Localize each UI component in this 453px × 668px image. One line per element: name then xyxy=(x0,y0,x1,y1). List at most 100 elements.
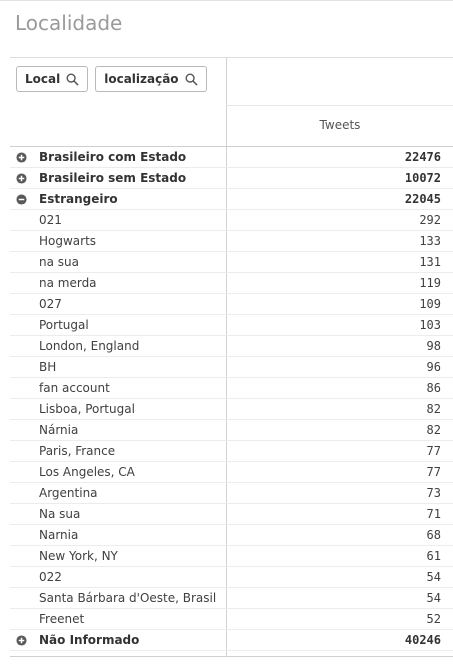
row-label: Hogwarts xyxy=(39,234,97,248)
row-label-cell: na merda xyxy=(10,276,226,290)
row-label-cell: Narnia xyxy=(10,528,226,542)
tweets-value: 103 xyxy=(419,318,441,332)
row-label: na sua xyxy=(39,255,79,269)
tweets-value: 54 xyxy=(426,591,441,605)
header-bottom-border xyxy=(10,146,453,147)
row-label: 021 xyxy=(39,213,62,227)
row-label: Santa Bárbara d'Oeste, Brasil xyxy=(39,591,217,605)
table-row[interactable]: Argentina 73 xyxy=(10,483,453,504)
row-label: Narnia xyxy=(39,528,79,542)
row-label: BH xyxy=(39,360,57,374)
filter-local-label: Local xyxy=(25,72,61,86)
sheet-title: Localidade xyxy=(15,11,123,35)
tweets-value: 40246 xyxy=(404,633,441,647)
row-label-cell: BH xyxy=(10,360,226,374)
tweets-value: 22045 xyxy=(404,192,441,206)
table-row[interactable]: 027 109 xyxy=(10,294,453,315)
row-label-cell: Paris, France xyxy=(10,444,226,458)
filter-localizacao-button[interactable]: localização xyxy=(95,66,207,92)
tweets-value: 82 xyxy=(426,423,441,437)
row-label: Não Informado xyxy=(39,633,140,647)
tweets-value: 77 xyxy=(426,444,441,458)
group-row[interactable]: Brasileiro com Estado 22476 xyxy=(10,147,453,168)
table-bottom-border xyxy=(10,656,453,657)
tweets-value: 86 xyxy=(426,381,441,395)
expand-icon[interactable] xyxy=(16,151,27,163)
group-row[interactable]: Não Informado 40246 xyxy=(10,630,453,651)
row-label: Freenet xyxy=(39,612,85,626)
row-label-cell: Freenet xyxy=(10,612,226,626)
tweets-value: 292 xyxy=(419,213,441,227)
row-label: Nárnia xyxy=(39,423,79,437)
tweets-value: 61 xyxy=(426,549,441,563)
table-row[interactable]: Narnia 68 xyxy=(10,525,453,546)
tweets-value: 73 xyxy=(426,486,441,500)
row-label-cell: na sua xyxy=(10,255,226,269)
tweets-value: 71 xyxy=(426,507,441,521)
tweets-value: 54 xyxy=(426,570,441,584)
table-row[interactable]: Santa Bárbara d'Oeste, Brasil 54 xyxy=(10,588,453,609)
search-icon xyxy=(185,73,198,86)
row-label-cell: Nárnia xyxy=(10,423,226,437)
row-label: Portugal xyxy=(39,318,89,332)
table-row[interactable]: Freenet 52 xyxy=(10,609,453,630)
tweets-value: 82 xyxy=(426,402,441,416)
table-row[interactable]: 021 292 xyxy=(10,210,453,231)
tweets-value: 10072 xyxy=(404,171,441,185)
table-row[interactable]: fan account 86 xyxy=(10,378,453,399)
row-label-cell: New York, NY xyxy=(10,549,226,563)
tweets-value: 109 xyxy=(419,297,441,311)
table-row[interactable]: Nárnia 82 xyxy=(10,420,453,441)
row-label-cell: Brasileiro sem Estado xyxy=(10,171,226,185)
row-label-cell: Não Informado xyxy=(10,633,226,647)
table-row[interactable]: Los Angeles, CA 77 xyxy=(10,462,453,483)
search-icon xyxy=(66,73,79,86)
row-label-cell: 027 xyxy=(10,297,226,311)
filter-localizacao-label: localização xyxy=(104,72,179,86)
pivot-table-body: Brasileiro com Estado 22476 Brasileiro sem… xyxy=(10,147,453,651)
table-row[interactable]: na merda 119 xyxy=(10,273,453,294)
row-label: Argentina xyxy=(39,486,98,500)
table-row[interactable]: 022 54 xyxy=(10,567,453,588)
tweets-value: 68 xyxy=(426,528,441,542)
row-label-cell: fan account xyxy=(10,381,226,395)
row-label: 027 xyxy=(39,297,62,311)
row-label-cell: 021 xyxy=(10,213,226,227)
row-label-cell: Estrangeiro xyxy=(10,192,226,206)
tweets-value: 77 xyxy=(426,465,441,479)
collapse-icon[interactable] xyxy=(16,193,27,205)
row-label: Brasileiro sem Estado xyxy=(39,171,187,185)
group-row[interactable]: Brasileiro sem Estado 10072 xyxy=(10,168,453,189)
table-row[interactable]: na sua 131 xyxy=(10,252,453,273)
table-row[interactable]: BH 96 xyxy=(10,357,453,378)
tweets-value: 133 xyxy=(419,234,441,248)
table-row[interactable]: New York, NY 61 xyxy=(10,546,453,567)
tweets-value: 131 xyxy=(419,255,441,269)
row-label: Brasileiro com Estado xyxy=(39,150,187,164)
table-row[interactable]: Hogwarts 133 xyxy=(10,231,453,252)
row-label: New York, NY xyxy=(39,549,118,563)
header-divider xyxy=(226,105,453,106)
group-row[interactable]: Estrangeiro 22045 xyxy=(10,189,453,210)
tweets-column-header[interactable]: Tweets xyxy=(319,118,361,132)
expand-icon[interactable] xyxy=(16,172,27,184)
filter-local-button[interactable]: Local xyxy=(16,66,89,92)
row-label: Estrangeiro xyxy=(39,192,118,206)
row-label: Los Angeles, CA xyxy=(39,465,135,479)
table-row[interactable]: Lisboa, Portugal 82 xyxy=(10,399,453,420)
row-label: na merda xyxy=(39,276,97,290)
row-label: London, England xyxy=(39,339,140,353)
tweets-value: 96 xyxy=(426,360,441,374)
table-row[interactable]: Paris, France 77 xyxy=(10,441,453,462)
expand-icon[interactable] xyxy=(16,634,27,646)
row-label: 022 xyxy=(39,570,62,584)
table-top-border xyxy=(10,57,453,58)
table-row[interactable]: London, England 98 xyxy=(10,336,453,357)
row-label-cell: Portugal xyxy=(10,318,226,332)
table-row[interactable]: Na sua 71 xyxy=(10,504,453,525)
row-label-cell: Brasileiro com Estado xyxy=(10,150,226,164)
row-label-cell: 022 xyxy=(10,570,226,584)
table-row[interactable]: Portugal 103 xyxy=(10,315,453,336)
row-label-cell: Lisboa, Portugal xyxy=(10,402,226,416)
tweets-value: 119 xyxy=(419,276,441,290)
